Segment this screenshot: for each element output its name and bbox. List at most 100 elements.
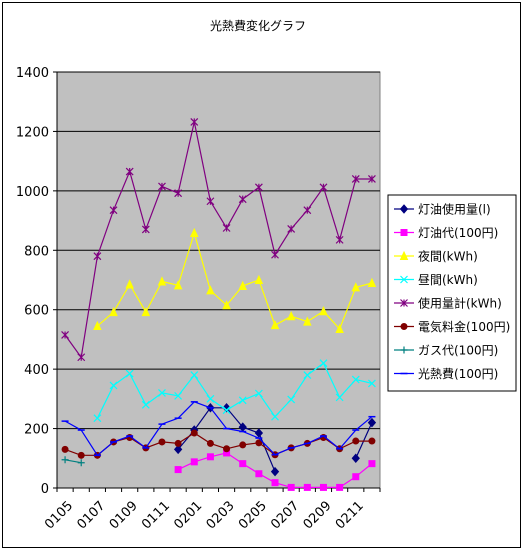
data-point	[158, 438, 166, 446]
data-point	[93, 320, 102, 331]
y-tick-label: 1400	[16, 66, 49, 81]
plot-area	[56, 71, 381, 489]
data-point	[157, 276, 167, 286]
x-tick-label: 0207	[268, 498, 302, 532]
data-point	[335, 235, 344, 244]
data-point	[206, 453, 214, 461]
series-5	[61, 117, 376, 362]
data-point	[109, 206, 118, 215]
data-point	[287, 224, 296, 233]
data-point	[303, 316, 312, 326]
series-4	[93, 359, 376, 423]
legend-label: 灯油使用量(l)	[418, 202, 491, 217]
y-tick-label: 800	[24, 244, 49, 259]
data-point	[270, 466, 280, 477]
chart-title: 光熱費変化グラフ	[210, 18, 306, 33]
data-point	[77, 459, 85, 467]
data-point	[271, 250, 279, 259]
data-point	[303, 483, 311, 491]
data-point	[352, 437, 360, 445]
data-point	[254, 428, 264, 438]
data-point	[319, 183, 328, 192]
data-point	[319, 306, 328, 316]
data-point	[222, 224, 231, 232]
legend-label: 使用量計(kWh)	[418, 296, 502, 311]
data-point	[77, 353, 86, 362]
data-point	[238, 195, 247, 204]
legend-marker	[400, 275, 408, 284]
series-7	[61, 456, 85, 467]
legend-marker	[400, 229, 408, 236]
data-point	[93, 252, 102, 261]
plot-background	[56, 71, 381, 489]
legend-item: 使用量計(kWh)	[394, 296, 502, 311]
x-tick-label: 0205	[236, 498, 270, 532]
legend-item: 光熱費(100円)	[394, 366, 498, 381]
legend-label: 光熱費(100円)	[418, 366, 498, 381]
data-point	[174, 466, 182, 474]
x-tick-label: 0105	[42, 498, 76, 532]
y-tick-label: 1200	[16, 125, 49, 140]
data-point	[351, 282, 361, 292]
data-point	[61, 445, 69, 453]
y-tick-label: 200	[24, 423, 49, 438]
data-point	[206, 197, 215, 206]
series-3	[93, 227, 377, 334]
data-point	[368, 175, 376, 183]
series-line	[96, 362, 373, 419]
data-point	[238, 280, 248, 290]
data-point	[254, 389, 263, 398]
data-point	[368, 379, 376, 388]
data-point	[255, 470, 263, 478]
series-8	[61, 401, 376, 457]
data-point	[206, 439, 214, 447]
y-tick-label: 0	[41, 482, 49, 497]
data-point	[239, 460, 247, 468]
x-tick-label: 0211	[333, 498, 367, 532]
data-point	[319, 359, 328, 368]
data-point	[271, 479, 279, 487]
x-tick-label: 0201	[171, 498, 205, 532]
legend-item: ガス代(100円)	[394, 344, 498, 358]
legend: 灯油使用量(l) 灯油代(100円) 夜間(kWh) 昼間(kWh) 使用量計(kWh)…	[387, 194, 517, 392]
data-point	[190, 371, 199, 380]
data-point	[174, 439, 182, 447]
legend-marker	[399, 250, 409, 260]
data-point	[335, 393, 344, 402]
data-point	[222, 406, 231, 415]
data-point	[173, 280, 183, 290]
data-point	[141, 400, 150, 409]
legend-item: 電気料金(100円)	[394, 319, 510, 334]
data-point	[286, 311, 296, 321]
legend-label: 昼間(kWh)	[418, 273, 478, 287]
y-tick-label: 600	[24, 304, 49, 319]
data-point	[109, 306, 118, 317]
legend-item: 夜間(kWh)	[394, 249, 478, 264]
data-point	[77, 451, 85, 459]
legend-label: ガス代(100円)	[418, 344, 498, 358]
data-point	[206, 394, 215, 403]
data-point	[93, 414, 102, 423]
data-point	[158, 388, 166, 397]
data-point	[125, 369, 134, 378]
legend-label: 夜間(kWh)	[418, 249, 478, 264]
data-point	[254, 274, 264, 284]
legend-box	[387, 194, 517, 392]
data-point	[287, 395, 296, 404]
series-6	[61, 429, 376, 459]
legend-marker	[400, 299, 408, 307]
data-point	[351, 175, 360, 183]
legend-item: 灯油使用量(l)	[394, 202, 491, 217]
y-tick-label: 400	[24, 363, 49, 378]
data-point	[319, 483, 327, 491]
data-point	[125, 167, 134, 176]
data-point	[174, 189, 183, 198]
data-point	[223, 445, 231, 453]
data-point	[303, 371, 312, 380]
data-point	[109, 381, 118, 390]
x-tick-label: 0109	[107, 498, 141, 532]
data-point	[255, 439, 263, 447]
legend-item: 昼間(kWh)	[394, 273, 478, 287]
